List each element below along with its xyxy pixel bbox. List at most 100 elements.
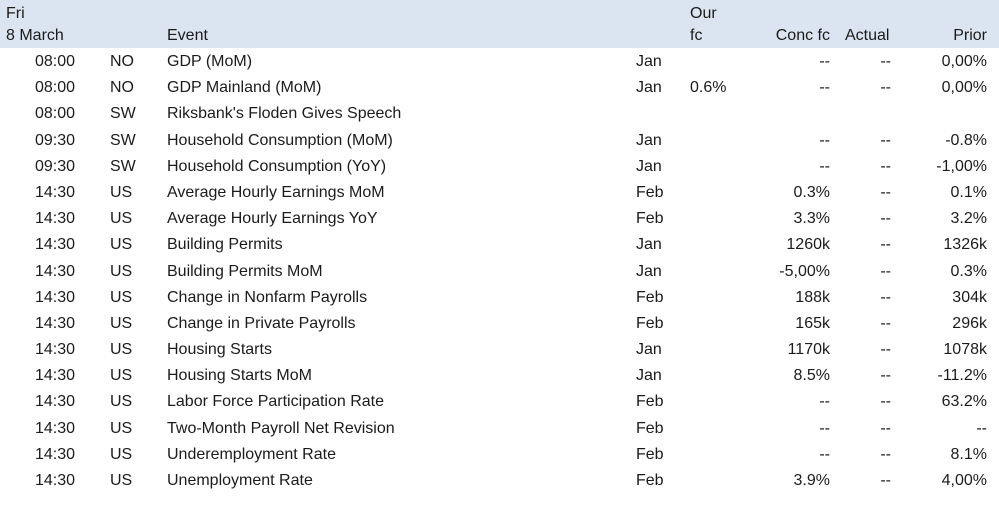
cell-event: Housing Starts — [167, 341, 272, 359]
cell-country: US — [110, 472, 133, 489]
cell-conc-fc: -- — [819, 131, 830, 149]
cell-event: Labor Force Participation Rate — [167, 393, 384, 411]
cell-event: Household Consumption (MoM) — [167, 131, 393, 149]
cell-country: US — [110, 288, 133, 306]
table-row: 08:00 SW Riksbank's Floden Gives Speech — [0, 101, 999, 127]
calendar-table-body: 08:00 NO GDP (MoM) Jan -- -- 0,00% 08:00 NO GDP M… — [0, 49, 999, 494]
cell-prior: 63.2% — [941, 393, 987, 411]
cell-actual: -- — [880, 314, 891, 332]
cell-conc-fc: -- — [819, 419, 830, 437]
cell-prior: 0,00% — [941, 53, 987, 70]
cell-time: 14:30 — [35, 183, 76, 201]
cell-prior: 8.1% — [950, 445, 987, 463]
cell-actual: -- — [880, 157, 891, 175]
cell-time: 14:30 — [35, 288, 76, 306]
cell-time: 14:30 — [35, 341, 76, 359]
cell-prior: 304k — [952, 288, 987, 306]
cell-country: US — [110, 210, 133, 228]
cell-time: 14:30 — [35, 472, 76, 489]
cell-prior: 4,00% — [941, 472, 987, 489]
cell-actual: -- — [880, 79, 891, 97]
table-row: 14:30 US Change in Private Payrolls Feb 165k… — [0, 311, 999, 337]
cell-event: Household Consumption (YoY) — [167, 157, 387, 175]
cell-country: SW — [110, 157, 136, 175]
table-row: 14:30 US Average Hourly Earnings YoY Feb 3.3… — [0, 206, 999, 232]
cell-conc-fc: 188k — [795, 288, 830, 306]
cell-time: 14:30 — [35, 262, 76, 280]
cell-time: 09:30 — [35, 131, 76, 149]
cell-country: US — [110, 314, 133, 332]
table-row: 14:30 US Underemployment Rate Feb -- -- 8.1% — [0, 442, 999, 468]
cell-month: Feb — [636, 472, 664, 489]
cell-actual: -- — [880, 53, 891, 70]
cell-event: GDP (MoM) — [167, 53, 253, 70]
cell-event: Unemployment Rate — [167, 472, 313, 489]
cell-time: 14:30 — [35, 314, 76, 332]
table-row: 14:30 US Unemployment Rate Feb 3.9% -- 4,00% — [0, 468, 999, 494]
cell-month: Feb — [636, 393, 664, 411]
cell-month: Jan — [636, 262, 662, 280]
cell-event: Underemployment Rate — [167, 445, 336, 463]
table-row: 08:00 NO GDP (MoM) Jan -- -- 0,00% — [0, 49, 999, 75]
cell-actual: -- — [880, 210, 891, 228]
cell-month: Feb — [636, 419, 664, 437]
cell-conc-fc: -- — [819, 393, 830, 411]
calendar-header: Fri 8 March Event Our fc Conc fc Actual … — [0, 0, 999, 48]
header-conc-fc: Conc fc — [775, 27, 830, 44]
cell-country: US — [110, 341, 133, 359]
cell-actual: -- — [880, 367, 891, 385]
cell-prior: 0,00% — [941, 79, 987, 97]
cell-country: US — [110, 236, 133, 254]
cell-country: US — [110, 367, 133, 385]
cell-actual: -- — [880, 472, 891, 489]
cell-country: US — [110, 183, 133, 201]
cell-time: 14:30 — [35, 393, 76, 411]
cell-country: US — [110, 445, 133, 463]
cell-event: Two-Month Payroll Net Revision — [167, 419, 395, 437]
cell-event: Change in Nonfarm Payrolls — [167, 288, 368, 306]
cell-event: Housing Starts MoM — [167, 367, 312, 385]
cell-month: Jan — [636, 236, 662, 254]
cell-prior: -0.8% — [945, 131, 987, 149]
cell-actual: -- — [880, 341, 891, 359]
cell-actual: -- — [880, 288, 891, 306]
cell-month: Feb — [636, 288, 664, 306]
cell-time: 14:30 — [35, 419, 76, 437]
cell-actual: -- — [880, 419, 891, 437]
cell-event: Riksbank's Floden Gives Speech — [167, 105, 402, 123]
cell-country: US — [110, 419, 133, 437]
cell-time: 14:30 — [35, 445, 76, 463]
cell-actual: -- — [880, 393, 891, 411]
cell-conc-fc: 8.5% — [793, 367, 830, 385]
table-row: 14:30 US Building Permits MoM Jan -5,00% -- 0.… — [0, 259, 999, 285]
cell-month: Jan — [636, 131, 662, 149]
cell-event: Change in Private Payrolls — [167, 314, 356, 332]
cell-month: Jan — [636, 367, 662, 385]
cell-conc-fc: -- — [819, 53, 830, 70]
cell-actual: -- — [880, 183, 891, 201]
cell-prior: -- — [976, 419, 987, 437]
cell-month: Jan — [636, 157, 662, 175]
cell-prior: 3.2% — [950, 210, 987, 228]
header-prior: Prior — [953, 27, 987, 44]
cell-month: Jan — [636, 79, 662, 97]
cell-conc-fc: -5,00% — [779, 262, 830, 280]
cell-month: Feb — [636, 314, 664, 332]
cell-time: 14:30 — [35, 210, 76, 228]
cell-month: Feb — [636, 210, 664, 228]
header-actual: Actual — [845, 27, 890, 44]
cell-conc-fc: 3.3% — [793, 210, 830, 228]
cell-conc-fc: 1260k — [786, 236, 830, 254]
cell-conc-fc: 165k — [795, 314, 830, 332]
header-event: Event — [167, 27, 208, 44]
cell-our-fc: 0.6% — [690, 79, 727, 97]
cell-conc-fc: 1170k — [787, 341, 830, 359]
table-row: 09:30 SW Household Consumption (MoM) Jan -- -… — [0, 128, 999, 154]
cell-event: GDP Mainland (MoM) — [167, 79, 322, 97]
cell-conc-fc: -- — [819, 79, 830, 97]
table-row: 14:30 US Two-Month Payroll Net Revision Feb… — [0, 416, 999, 442]
cell-event: Average Hourly Earnings YoY — [167, 210, 378, 228]
cell-month: Feb — [636, 445, 664, 463]
header-our-fc-line1: Our — [690, 5, 717, 22]
cell-country: US — [110, 393, 133, 411]
